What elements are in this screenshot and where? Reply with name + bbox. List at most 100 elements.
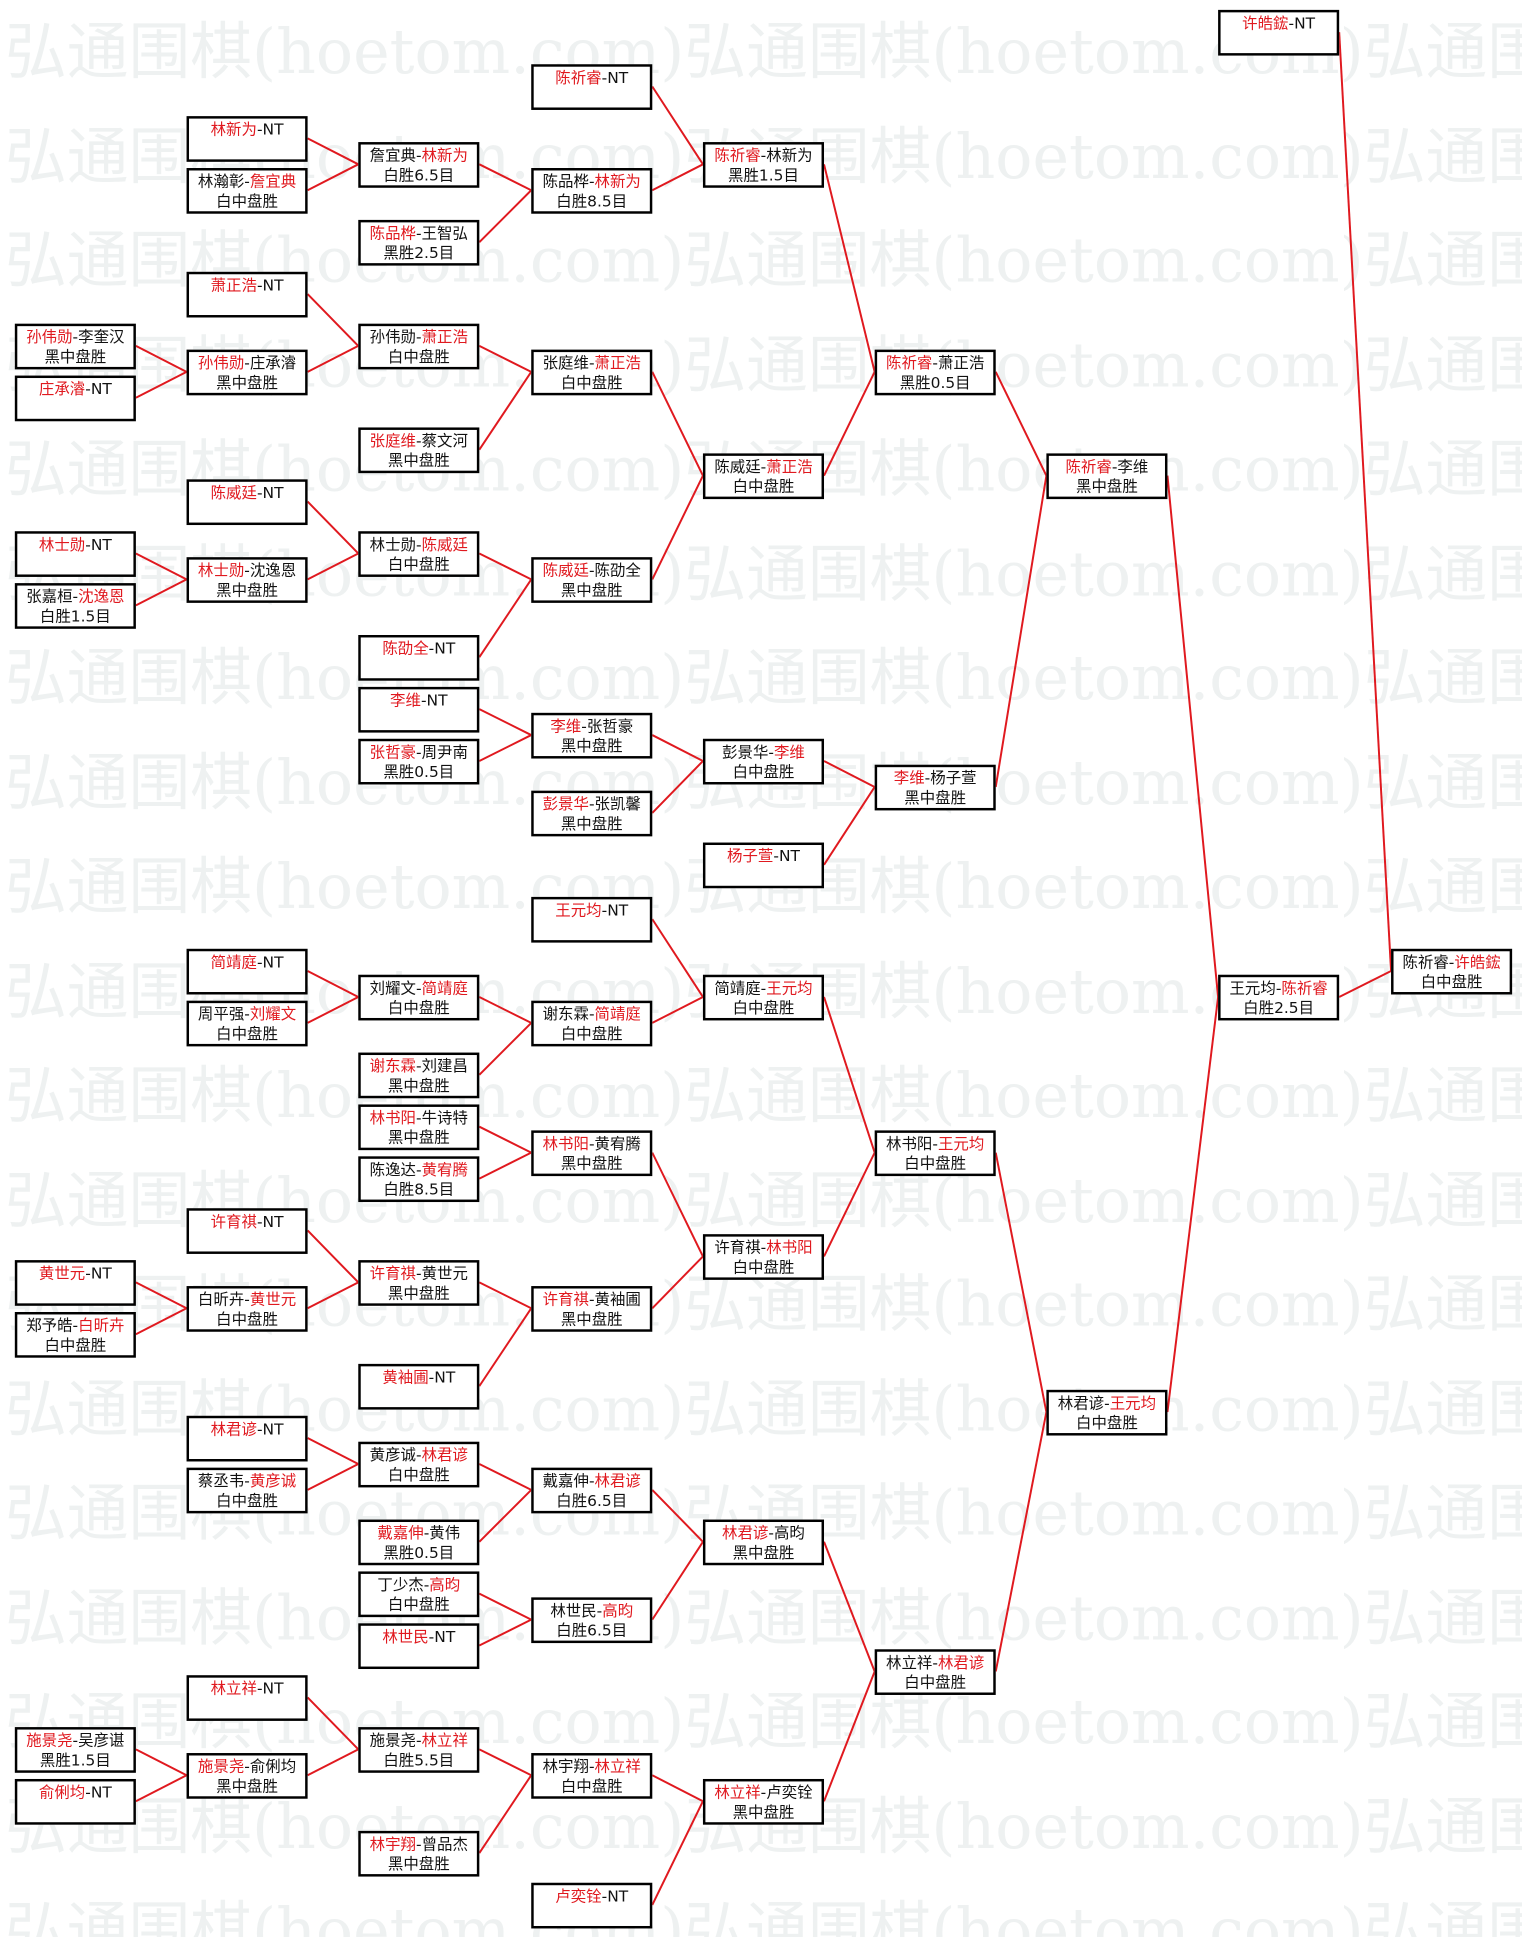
bracket-connector	[306, 500, 359, 555]
player-white: 林新为	[594, 171, 641, 191]
player-black: 林立祥	[886, 1652, 933, 1672]
match-result: 黑胜1.5目	[39, 1750, 111, 1770]
player-black: 俞俐均	[38, 1782, 86, 1802]
match-players: 林士勋-NT	[17, 535, 133, 555]
bracket-connector	[651, 734, 704, 762]
player-white: 林君谚	[937, 1652, 985, 1672]
player-black: 谢东霖	[542, 1004, 589, 1023]
watermark-text: 弘通围棋(hoetom.com)	[1363, 1581, 1522, 1654]
match-result: 白中盘胜	[560, 1024, 623, 1043]
separator: -	[760, 978, 767, 997]
bracket-connector	[306, 1229, 359, 1284]
player-white: 沈逸恩	[78, 586, 125, 606]
watermark-text: 弘通围棋(hoetom.com)	[1363, 1059, 1522, 1132]
separator: -	[416, 327, 422, 346]
separator: -	[416, 1263, 422, 1283]
bye-marker: NT	[262, 1211, 284, 1231]
match-result: 黑胜0.5目	[383, 1543, 455, 1562]
watermark-text: 弘通围棋(hoetom.com)	[1363, 1164, 1522, 1237]
bracket-connector	[994, 1411, 1048, 1672]
separator: -	[428, 1367, 435, 1387]
separator: -	[416, 1445, 422, 1464]
match-players: 陈祈睿-萧正浩	[877, 353, 993, 373]
player-black: 许育祺	[369, 1263, 417, 1283]
match-box: 林立祥-NT	[186, 1675, 308, 1721]
player-black: 庄承濬	[38, 379, 86, 398]
match-box: 戴嘉伸-林君谚 白胜6.5目	[531, 1467, 653, 1514]
watermark-text: 弘通围棋(hoetom.com)	[684, 329, 1364, 401]
player-white: 张哲豪	[586, 716, 634, 736]
bracket-connector	[478, 1748, 532, 1777]
match-result: 白中盘胜	[560, 1776, 623, 1796]
match-box: 林瀚彰-詹宜典 白中盘胜	[186, 168, 308, 214]
player-black: 王元均	[1229, 978, 1276, 997]
player-black: 丁少杰	[377, 1575, 424, 1594]
match-result: 黑胜2.5目	[383, 243, 455, 262]
separator: -	[760, 1782, 767, 1802]
match-box: 彭景华-张凯馨 黑中盘胜	[531, 790, 653, 837]
player-white: 黄宥腾	[594, 1134, 641, 1153]
bracket-connector	[478, 189, 532, 243]
watermark-row: 弘通围棋(hoetom.com)弘通围棋(hoetom.com)弘通围棋(hoe…	[5, 209, 1522, 313]
player-white: 吴彦谌	[78, 1730, 125, 1750]
separator: -	[768, 1523, 774, 1542]
separator: -	[1111, 457, 1118, 476]
player-black: 黄彦诚	[369, 1445, 417, 1464]
separator: -	[760, 1237, 767, 1257]
match-players: 谢东霖-简靖庭	[534, 1004, 650, 1024]
player-white: 林君谚	[594, 1471, 641, 1490]
separator: -	[256, 483, 263, 502]
separator: -	[773, 846, 779, 865]
match-result: 黑胜0.5目	[899, 373, 971, 392]
player-black: 陈逸达	[369, 1160, 417, 1179]
player-white: 林立祥	[421, 1730, 468, 1750]
match-box: 杨子萱-NT	[702, 842, 825, 889]
separator: -	[768, 742, 774, 762]
bracket-connector	[307, 1748, 359, 1777]
match-players: 黄世元-NT	[17, 1264, 133, 1284]
match-players: 陈威廷-陈劭全	[534, 561, 650, 581]
separator: -	[256, 1419, 263, 1439]
bracket-connector	[994, 1152, 1048, 1413]
separator: -	[416, 1834, 422, 1854]
player-white: 李维	[1117, 457, 1149, 476]
match-players: 陈祈睿-许皓鋐	[1394, 952, 1510, 972]
player-black: 李维	[390, 690, 421, 710]
match-box: 黄袖圃-NT	[358, 1363, 480, 1410]
bracket-connector	[651, 371, 704, 477]
match-box: 陈祈睿-许皓鋐 白中盘胜	[1391, 948, 1513, 995]
match-box: 俞俐均-NT	[14, 1778, 136, 1825]
watermark-text: 弘通围棋(hoetom.com)	[684, 1059, 1364, 1132]
match-players: 张嘉桓-沈逸恩	[17, 587, 133, 607]
bracket-connector	[1166, 475, 1220, 998]
match-players: 林新为-NT	[189, 120, 305, 140]
match-result: 黑中盘胜	[387, 1854, 450, 1873]
match-players: 陈品桦-王智弘	[361, 224, 477, 244]
match-result: 黑中盘胜	[732, 1802, 795, 1821]
bye-marker: NT	[262, 483, 284, 502]
player-black: 张嘉桓	[26, 586, 73, 606]
bye-marker: NT	[262, 952, 284, 972]
player-white: 黄宥腾	[421, 1160, 468, 1179]
separator: -	[1275, 978, 1282, 997]
watermark-text: 弘通围棋(hoetom.com)	[684, 1895, 1364, 1937]
match-result: 黑中盘胜	[560, 1309, 623, 1329]
player-white: 林新为	[421, 145, 468, 165]
player-black: 林瀚彰	[197, 171, 245, 191]
bracket-connector	[651, 85, 704, 165]
player-black: 林士勋	[369, 534, 417, 554]
match-players: 陈祈睿-林新为	[705, 146, 821, 166]
match-box: 孙伟勋-李奎汉 黑中盘胜	[14, 323, 136, 370]
match-players: 孙伟勋-萧正浩	[361, 327, 477, 347]
player-black: 林世民	[382, 1627, 429, 1646]
player-black: 戴嘉伸	[377, 1523, 424, 1542]
match-players: 张庭维-萧正浩	[534, 353, 650, 373]
separator: -	[85, 1263, 91, 1283]
bracket-connector	[307, 1437, 359, 1465]
separator: -	[581, 716, 587, 736]
match-result: 白中盘胜	[387, 998, 450, 1017]
match-box: 张庭维-蔡文河 黑中盘胜	[358, 427, 480, 474]
bracket-connector	[478, 708, 532, 736]
match-result: 黑中盘胜	[732, 1543, 795, 1562]
separator: -	[256, 1211, 263, 1231]
